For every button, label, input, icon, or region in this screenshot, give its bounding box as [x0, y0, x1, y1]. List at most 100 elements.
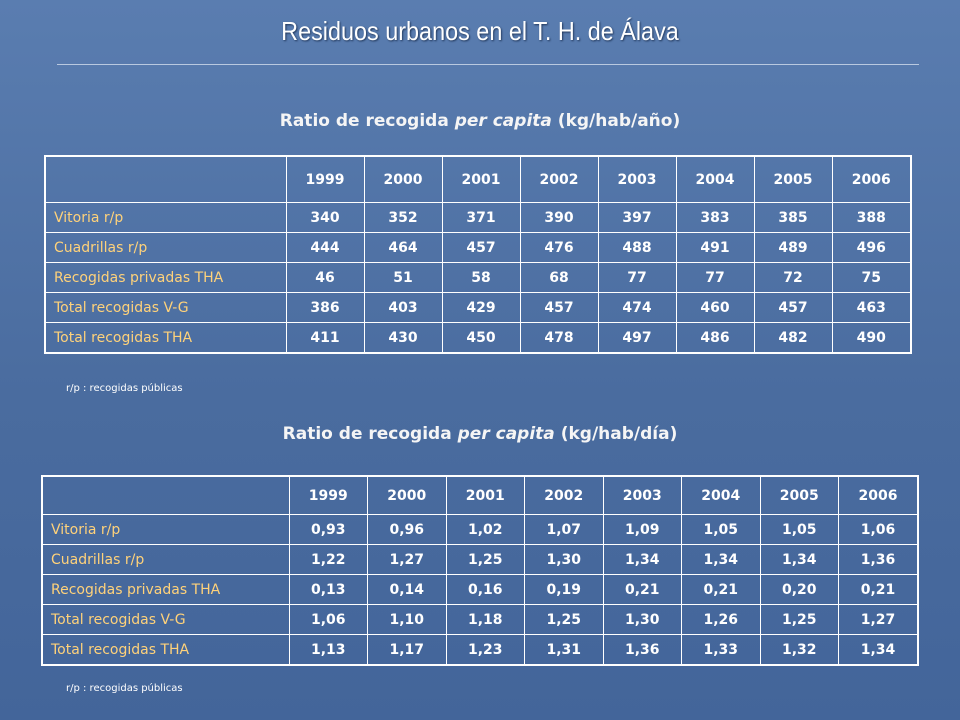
- table-cell: 491: [675, 232, 755, 263]
- table-cell: 386: [285, 292, 365, 323]
- table-cell: 388: [831, 202, 912, 233]
- section1-title: Ratio de recogida per capita (kg/hab/año…: [0, 111, 960, 131]
- table-cell: 75: [831, 262, 912, 293]
- row-label: Vitoria r/p: [41, 514, 290, 545]
- column-header: 2006: [838, 475, 919, 515]
- table-cell: 51: [363, 262, 443, 293]
- table-cell: 457: [441, 232, 521, 263]
- row-label: Total recogidas THA: [44, 322, 287, 354]
- section1-title-pre: Ratio de recogida: [279, 111, 455, 131]
- table-cell: 352: [363, 202, 443, 233]
- table-cell: 0,13: [288, 574, 368, 605]
- table-cell: 390: [519, 202, 599, 233]
- section1-footnote: r/p : recogidas públicas: [66, 383, 183, 394]
- table-cell: 1,22: [288, 544, 368, 575]
- table-cell: 1,13: [288, 634, 368, 666]
- table-row: Total recogidas THA 411 430 450 478 497 486 482…: [44, 322, 912, 354]
- section2-title-post: (kg/hab/día): [554, 424, 678, 444]
- table-cell: 0,93: [288, 514, 368, 545]
- table-corner-cell: [41, 475, 290, 515]
- table-cell: 0,21: [838, 574, 919, 605]
- table-cell: 1,27: [367, 544, 447, 575]
- table-cell: 1,30: [524, 544, 604, 575]
- table-corner-cell: [44, 155, 287, 203]
- column-header: 2004: [675, 155, 755, 203]
- column-header: 2000: [363, 155, 443, 203]
- table-row: Recogidas privadas THA 46 51 58 68 77 77 72 75: [44, 262, 912, 293]
- table-cell: 464: [363, 232, 443, 263]
- column-header: 2004: [681, 475, 761, 515]
- daily-ratio-table: 1999 2000 2001 2002 2003 2004 2005 2006 Vitoria …: [41, 475, 919, 666]
- column-header: 2005: [759, 475, 839, 515]
- table-cell: 1,02: [445, 514, 525, 545]
- column-header: 2001: [445, 475, 525, 515]
- table-cell: 72: [753, 262, 833, 293]
- table-cell: 1,36: [838, 544, 919, 575]
- table-row: Vitoria r/p 340 352 371 390 397 383 385 388: [44, 202, 912, 233]
- column-header: 2003: [597, 155, 677, 203]
- table-cell: 1,25: [445, 544, 525, 575]
- table-cell: 58: [441, 262, 521, 293]
- table-cell: 1,34: [602, 544, 682, 575]
- table-cell: 371: [441, 202, 521, 233]
- table-cell: 1,18: [445, 604, 525, 635]
- table-row: Total recogidas V-G 386 403 429 457 474 460 457…: [44, 292, 912, 323]
- table-cell: 0,21: [602, 574, 682, 605]
- table-cell: 68: [519, 262, 599, 293]
- column-header: 1999: [288, 475, 368, 515]
- column-header: 2002: [524, 475, 604, 515]
- table-row: Total recogidas V-G 1,06 1,10 1,18 1,25 1,30 1…: [41, 604, 919, 635]
- table-cell: 1,31: [524, 634, 604, 666]
- table-cell: 429: [441, 292, 521, 323]
- row-label: Cuadrillas r/p: [44, 232, 287, 263]
- table-cell: 411: [285, 322, 365, 354]
- table-cell: 1,06: [288, 604, 368, 635]
- table-cell: 1,30: [602, 604, 682, 635]
- row-label: Recogidas privadas THA: [44, 262, 287, 293]
- table-cell: 460: [675, 292, 755, 323]
- table-row: Cuadrillas r/p 1,22 1,27 1,25 1,30 1,34 1,34 1,…: [41, 544, 919, 575]
- row-label: Recogidas privadas THA: [41, 574, 290, 605]
- table-header-row: 1999 2000 2001 2002 2003 2004 2005 2006: [41, 475, 919, 515]
- table-cell: 77: [597, 262, 677, 293]
- table-cell: 1,33: [681, 634, 761, 666]
- table-cell: 457: [519, 292, 599, 323]
- table-cell: 77: [675, 262, 755, 293]
- table-cell: 1,34: [759, 544, 839, 575]
- table-cell: 1,34: [681, 544, 761, 575]
- table-cell: 490: [831, 322, 912, 354]
- table-cell: 457: [753, 292, 833, 323]
- column-header: 2001: [441, 155, 521, 203]
- table-cell: 383: [675, 202, 755, 233]
- table-cell: 1,05: [759, 514, 839, 545]
- column-header: 2002: [519, 155, 599, 203]
- table-cell: 385: [753, 202, 833, 233]
- table-row: Cuadrillas r/p 444 464 457 476 488 491 489 496: [44, 232, 912, 263]
- table-cell: 46: [285, 262, 365, 293]
- column-header: 2005: [753, 155, 833, 203]
- table-cell: 1,36: [602, 634, 682, 666]
- table-cell: 1,10: [367, 604, 447, 635]
- table-cell: 0,96: [367, 514, 447, 545]
- table-cell: 496: [831, 232, 912, 263]
- table-cell: 1,23: [445, 634, 525, 666]
- row-label: Total recogidas V-G: [41, 604, 290, 635]
- table-cell: 1,32: [759, 634, 839, 666]
- table-cell: 1,25: [524, 604, 604, 635]
- table-cell: 450: [441, 322, 521, 354]
- column-header: 2006: [831, 155, 912, 203]
- section1-title-post: (kg/hab/año): [551, 111, 681, 131]
- table-row: Recogidas privadas THA 0,13 0,14 0,16 0,19 0,…: [41, 574, 919, 605]
- table-cell: 1,34: [838, 634, 919, 666]
- column-header: 2003: [602, 475, 682, 515]
- table-cell: 1,05: [681, 514, 761, 545]
- table-cell: 1,26: [681, 604, 761, 635]
- title-divider: [57, 64, 919, 65]
- table-cell: 430: [363, 322, 443, 354]
- table-cell: 0,20: [759, 574, 839, 605]
- table-cell: 0,16: [445, 574, 525, 605]
- column-header: 2000: [367, 475, 447, 515]
- row-label: Total recogidas THA: [41, 634, 290, 666]
- table-cell: 444: [285, 232, 365, 263]
- row-label: Vitoria r/p: [44, 202, 287, 233]
